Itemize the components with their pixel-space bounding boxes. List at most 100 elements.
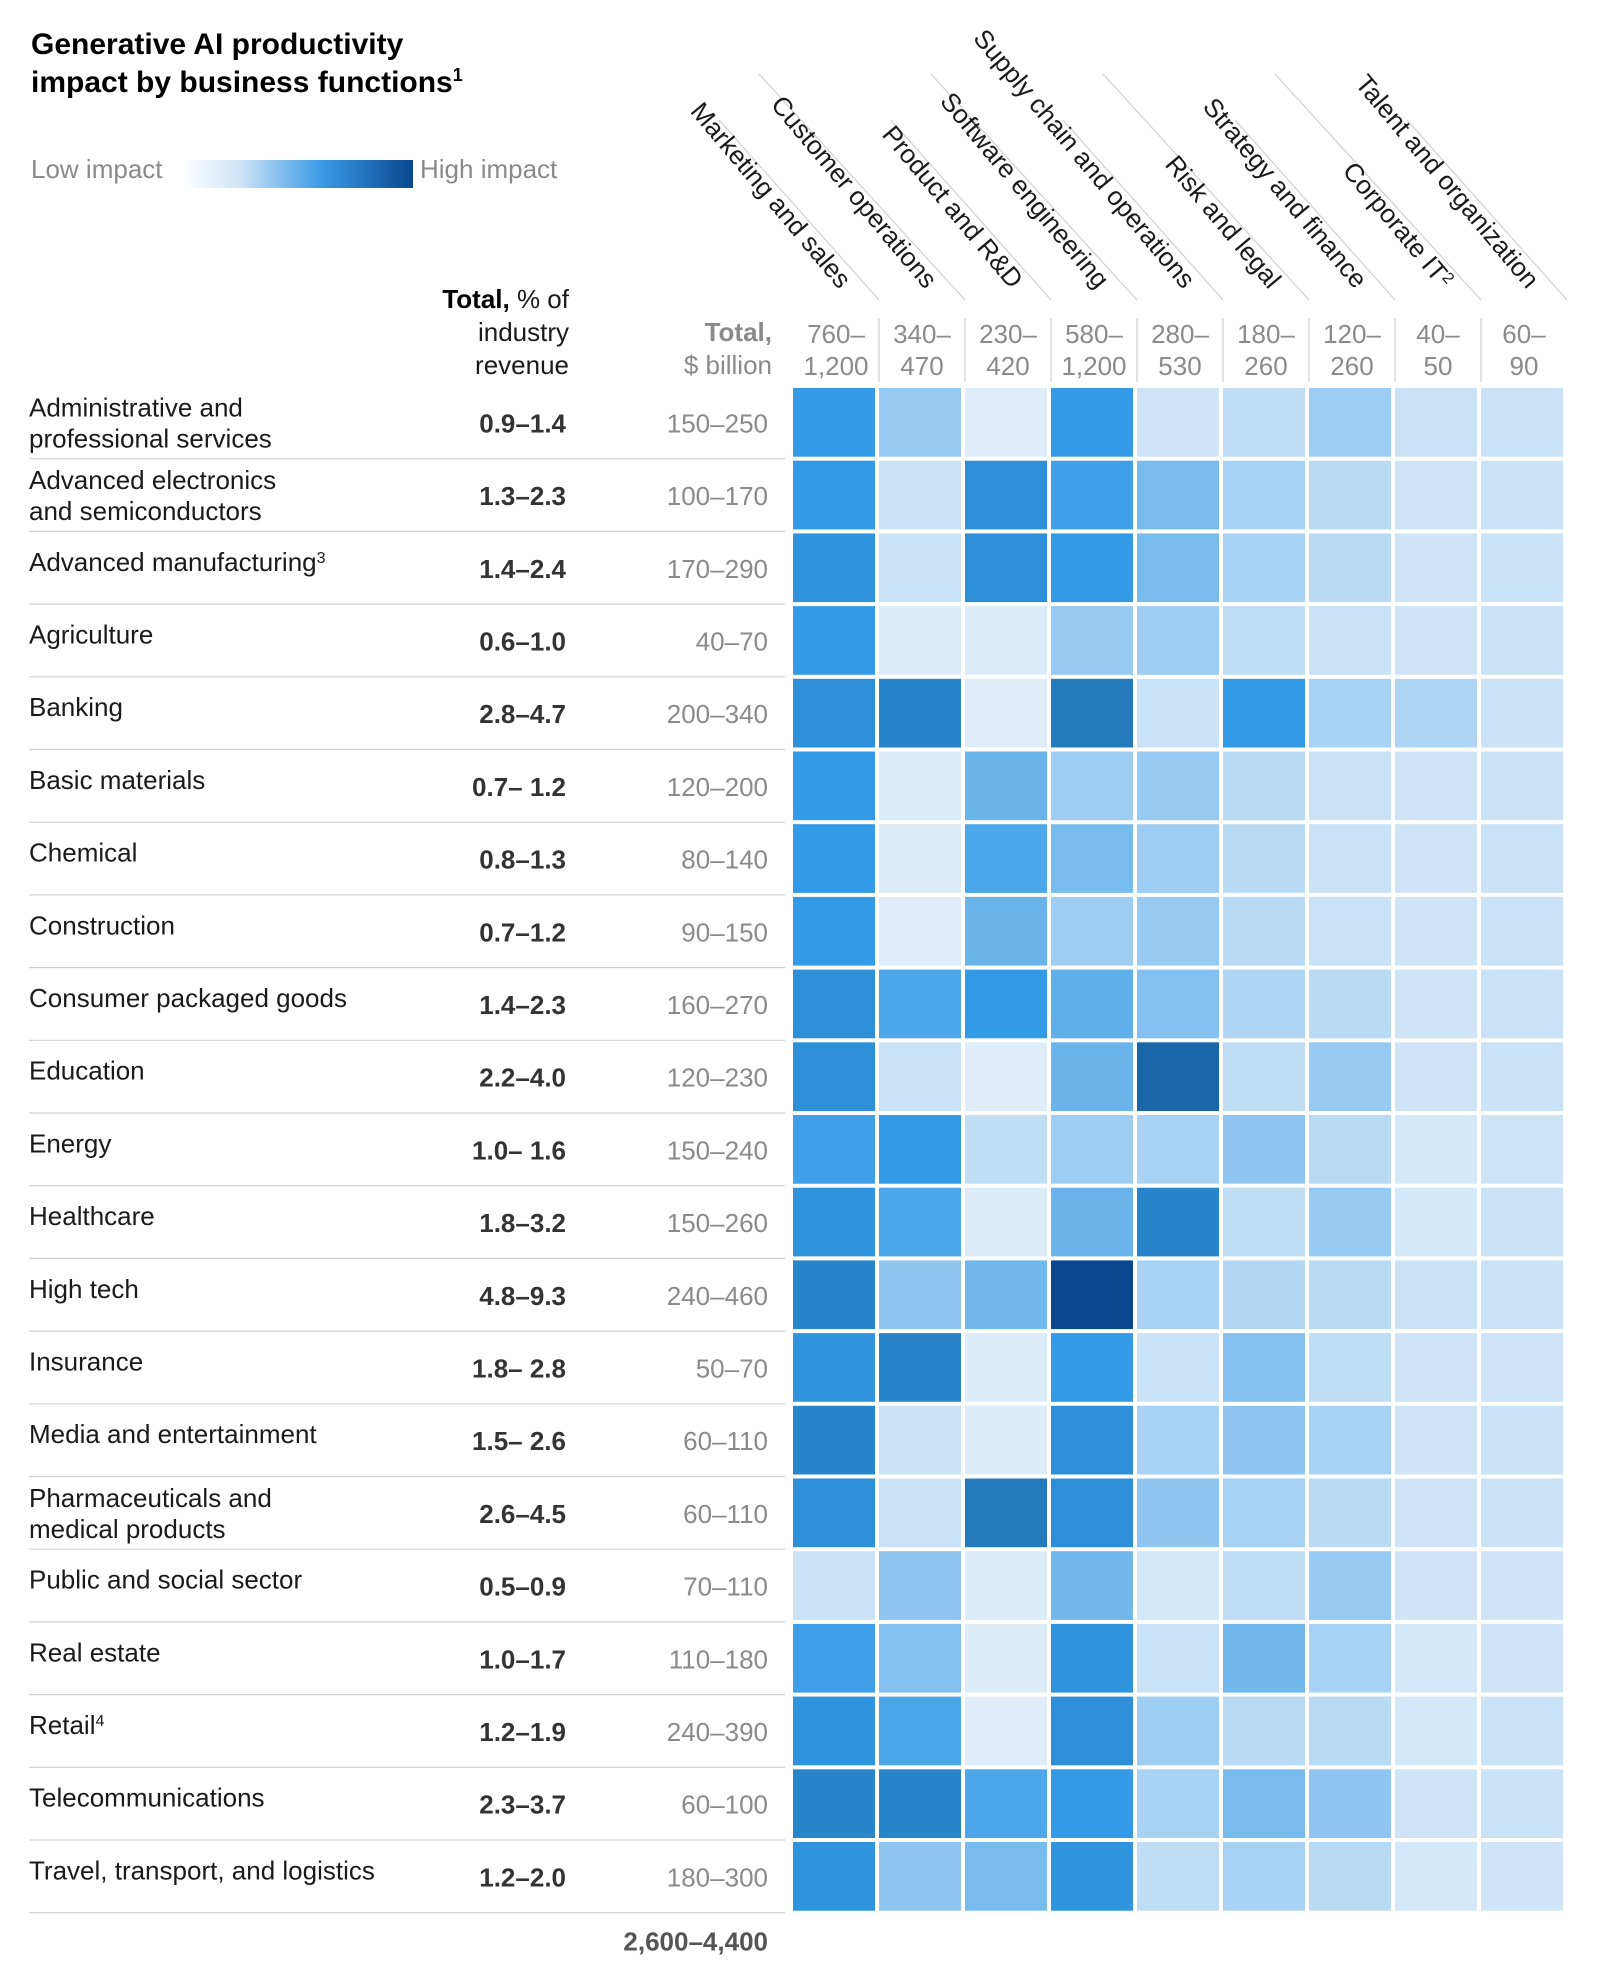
function-label: Strategy and finance <box>1197 92 1373 294</box>
heatmap-cell <box>1137 1842 1219 1911</box>
industry-label: Healthcare <box>29 1201 155 1231</box>
heatmap-cell <box>965 1696 1047 1766</box>
heatmap-cell <box>1309 1842 1391 1911</box>
heatmap-cell <box>1481 1769 1563 1838</box>
function-guide-line <box>1406 119 1568 301</box>
heatmap-cell <box>1137 1405 1219 1475</box>
heatmap-cell <box>1481 1623 1563 1693</box>
heatmap-cell <box>1309 1623 1391 1693</box>
heatmap-cell <box>793 1696 875 1766</box>
heatmap-cell <box>1481 824 1563 893</box>
heatmap-cell <box>1309 824 1391 893</box>
function-total-line2: 420 <box>986 351 1029 381</box>
heatmap-cell <box>879 678 961 748</box>
heatmap-cell <box>1309 1551 1391 1620</box>
heatmap-cell <box>1051 678 1133 748</box>
heatmap-cell <box>965 1115 1047 1184</box>
heatmap-cell <box>1395 896 1477 966</box>
heatmap-cell <box>1137 533 1219 603</box>
legend-low-label: Low impact <box>31 154 163 184</box>
heatmap-cell <box>965 824 1047 893</box>
heatmap-cell <box>1223 1333 1305 1402</box>
heatmap-cell <box>1481 1187 1563 1257</box>
heatmap-cell <box>1051 824 1133 893</box>
industry-pct-revenue: 0.6–1.0 <box>479 626 566 656</box>
heatmap-cell <box>879 1115 961 1184</box>
industry-pct-revenue: 1.3–2.3 <box>479 481 566 511</box>
heatmap-cell <box>1137 824 1219 893</box>
heatmap-cell <box>1309 533 1391 603</box>
heatmap-cell <box>1309 751 1391 821</box>
heatmap-cell <box>1309 460 1391 530</box>
heatmap-cell <box>965 388 1047 457</box>
industry-label: Advanced electronics <box>29 465 276 495</box>
heatmap-cell <box>1481 896 1563 966</box>
header-pct-rest: % of <box>516 284 569 314</box>
heatmap-cell <box>1481 388 1563 457</box>
industry-pct-revenue: 2.8–4.7 <box>479 699 566 729</box>
heatmap-cell <box>879 460 961 530</box>
industry-pct-revenue: 1.4–2.4 <box>479 554 566 584</box>
industry-label: Telecommunications <box>29 1783 265 1813</box>
function-total-line2: 530 <box>1158 351 1201 381</box>
heatmap-cell <box>1051 1405 1133 1475</box>
heatmap-cell <box>1481 751 1563 821</box>
heatmap-cell <box>879 824 961 893</box>
heatmap-cell <box>793 1842 875 1911</box>
heatmap-cell <box>1051 1042 1133 1111</box>
heatmap-cell <box>1051 1115 1133 1184</box>
heatmap-cell <box>793 1769 875 1838</box>
heatmap-cell <box>1137 1115 1219 1184</box>
function-total-line2: 1,200 <box>803 351 868 381</box>
heatmap-cell <box>793 824 875 893</box>
function-total-line2: 260 <box>1244 351 1287 381</box>
heatmap-cell <box>965 606 1047 675</box>
heatmap-cell <box>1051 1696 1133 1766</box>
legend-high-label: High impact <box>420 154 558 184</box>
industry-total-billion: 180–300 <box>667 1862 768 1892</box>
industry-label-line2: and semiconductors <box>29 496 262 526</box>
heatmap-cell <box>1223 1696 1305 1766</box>
heatmap-cell <box>879 1478 961 1548</box>
heatmap-cell <box>1051 1260 1133 1330</box>
heatmap-cell <box>1309 1187 1391 1257</box>
heatmap-cell <box>1395 751 1477 821</box>
function-total-line1: 180– <box>1237 319 1295 349</box>
grand-total: 2,600–4,400 <box>623 1927 768 1957</box>
header-pct-line3: revenue <box>475 350 569 380</box>
function-total-line1: 60– <box>1502 319 1546 349</box>
function-guide-line <box>758 73 966 301</box>
heatmap-cell <box>1395 1405 1477 1475</box>
heatmap-cell <box>879 533 961 603</box>
heatmap-cell <box>1481 606 1563 675</box>
legend-gradient-bar <box>181 160 413 188</box>
industry-total-billion: 150–260 <box>667 1208 768 1238</box>
header-pct-bold: Total, <box>442 284 510 314</box>
heatmap-cell <box>1309 896 1391 966</box>
heatmap-cell <box>1223 678 1305 748</box>
heatmap-cell <box>1051 1769 1133 1838</box>
heatmap-cell <box>1137 1769 1219 1838</box>
heatmap-cell <box>965 1260 1047 1330</box>
industry-label: Administrative and <box>29 392 243 422</box>
heatmap-cell <box>1395 1333 1477 1402</box>
industry-total-billion: 70–110 <box>683 1572 768 1602</box>
heatmap-cell <box>793 1405 875 1475</box>
heatmap-cell <box>1395 1115 1477 1184</box>
function-guide-line <box>1102 73 1310 301</box>
heatmap-cell <box>1051 1333 1133 1402</box>
heatmap-cell <box>1223 606 1305 675</box>
function-total-line1: 120– <box>1323 319 1381 349</box>
function-total-line2: 260 <box>1330 351 1373 381</box>
heatmap-cell <box>879 1842 961 1911</box>
heatmap-cell <box>1395 969 1477 1039</box>
function-guide-line <box>890 119 1052 301</box>
heatmap-cell <box>1223 460 1305 530</box>
industry-total-billion: 90–150 <box>681 917 768 947</box>
heatmap-cell <box>965 751 1047 821</box>
heatmap-cell <box>1223 1042 1305 1111</box>
industry-total-billion: 80–140 <box>681 845 768 875</box>
heatmap-cell <box>1137 460 1219 530</box>
heatmap-cell <box>1223 1623 1305 1693</box>
heatmap-cell <box>1223 1260 1305 1330</box>
